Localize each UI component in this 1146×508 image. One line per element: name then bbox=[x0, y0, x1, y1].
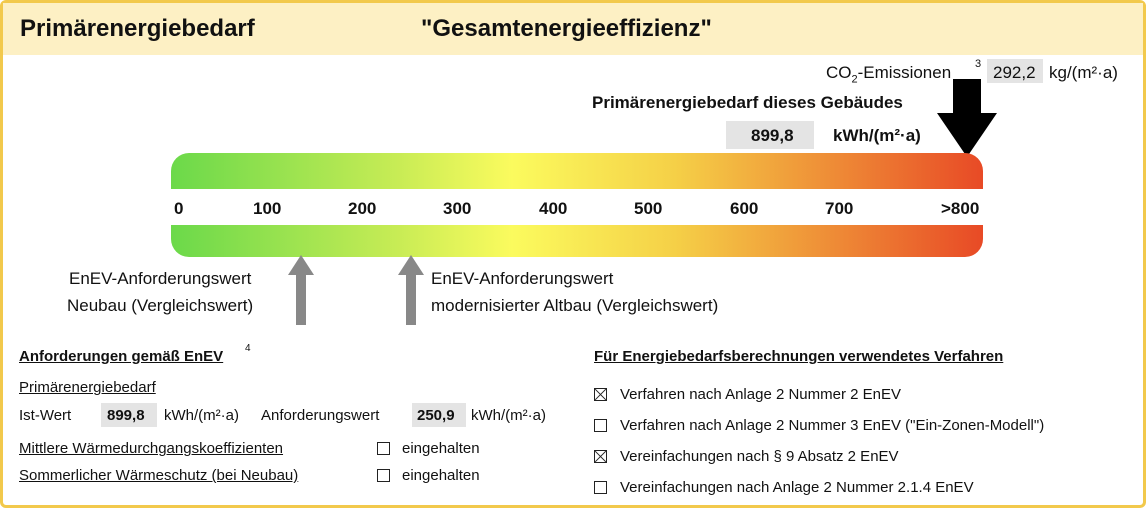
building-demand-unit: kWh/(m²·a) bbox=[833, 126, 921, 145]
verfahren-checkbox-1[interactable] bbox=[594, 388, 607, 401]
neubau-arrow-icon bbox=[288, 255, 314, 325]
ist-value: 899,8 bbox=[107, 407, 145, 424]
verfahren-item-3: Vereinfachungen nach § 9 Absatz 2 EnEV bbox=[620, 448, 899, 465]
co2-value-box bbox=[987, 59, 1043, 83]
altbau-arrow-icon bbox=[398, 255, 424, 325]
ist-value-box bbox=[101, 403, 157, 427]
tick-label: 100 bbox=[253, 199, 282, 218]
requirements-heading: Anforderungen gemäß EnEV bbox=[19, 348, 224, 365]
verfahren-item-4: Vereinfachungen nach Anlage 2 Nummer 2.1… bbox=[620, 479, 974, 496]
co2-unit: kg/(m²·a) bbox=[1049, 63, 1118, 82]
co2-value: 292,2 bbox=[993, 63, 1036, 82]
anf-unit: kWh/(m²·a) bbox=[471, 407, 546, 424]
verfahren-checkbox-2[interactable] bbox=[594, 419, 607, 432]
tick-label: 200 bbox=[348, 199, 377, 218]
neubau-label-line2: Neubau (Vergleichswert) bbox=[67, 296, 254, 315]
anf-value-box bbox=[412, 403, 466, 427]
tick-label: 700 bbox=[825, 199, 854, 218]
header-title-left: Primärenergiebedarf bbox=[20, 15, 255, 42]
sommer-status: eingehalten bbox=[402, 467, 480, 484]
verfahren-heading: Für Energiebedarfsberechnungen verwendet… bbox=[594, 348, 1004, 365]
co2-footnote: 3 bbox=[975, 58, 982, 70]
verfahren-checkbox-4[interactable] bbox=[594, 481, 607, 494]
anf-label: Anforderungswert bbox=[261, 407, 380, 424]
tick-label: 0 bbox=[174, 199, 184, 218]
verfahren-checkbox-3[interactable] bbox=[594, 450, 607, 463]
building-value-box bbox=[726, 121, 814, 149]
building-demand-value: 899,8 bbox=[751, 126, 794, 145]
altbau-label-line2: modernisierter Altbau (Vergleichswert) bbox=[431, 296, 719, 315]
building-marker-arrow-icon bbox=[937, 79, 997, 157]
altbau-label-line1: EnEV-Anforderungswert bbox=[431, 269, 614, 288]
neubau-label-line1: EnEV-Anforderungswert bbox=[69, 269, 252, 288]
ist-unit: kWh/(m²·a) bbox=[164, 407, 239, 424]
waerme-label: Mittlere Wärmedurchgangskoeffizienten bbox=[19, 440, 284, 457]
ist-label: Ist-Wert bbox=[19, 407, 72, 424]
co2-label: CO2-Emissionen bbox=[826, 63, 952, 86]
waerme-checkbox[interactable] bbox=[377, 442, 390, 455]
tick-label: 500 bbox=[634, 199, 663, 218]
scale-bar-top bbox=[171, 153, 983, 189]
tick-label: 600 bbox=[730, 199, 759, 218]
primary-demand-subheading: Primärenergiebedarf bbox=[19, 379, 156, 396]
tick-label: >800 bbox=[941, 199, 980, 218]
header-band: Primärenergiebedarf "Gesamtenergieeffizi… bbox=[3, 3, 1143, 55]
building-demand-label: Primärenergiebedarf dieses Gebäudes bbox=[592, 93, 903, 112]
header-title-center: "Gesamtenergieeffizienz" bbox=[421, 15, 712, 42]
tick-label: 300 bbox=[443, 199, 472, 218]
anf-value: 250,9 bbox=[417, 407, 455, 424]
scale-bar-bottom bbox=[171, 225, 983, 257]
verfahren-item-1: Verfahren nach Anlage 2 Nummer 2 EnEV bbox=[620, 386, 902, 403]
requirements-footnote: 4 bbox=[245, 343, 251, 354]
sommer-checkbox[interactable] bbox=[377, 469, 390, 482]
waerme-status: eingehalten bbox=[402, 440, 480, 457]
tick-label: 400 bbox=[539, 199, 568, 218]
sommer-label: Sommerlicher Wärmeschutz (bei Neubau) bbox=[19, 467, 299, 484]
verfahren-item-2: Verfahren nach Anlage 2 Nummer 3 EnEV ("… bbox=[620, 417, 1045, 434]
